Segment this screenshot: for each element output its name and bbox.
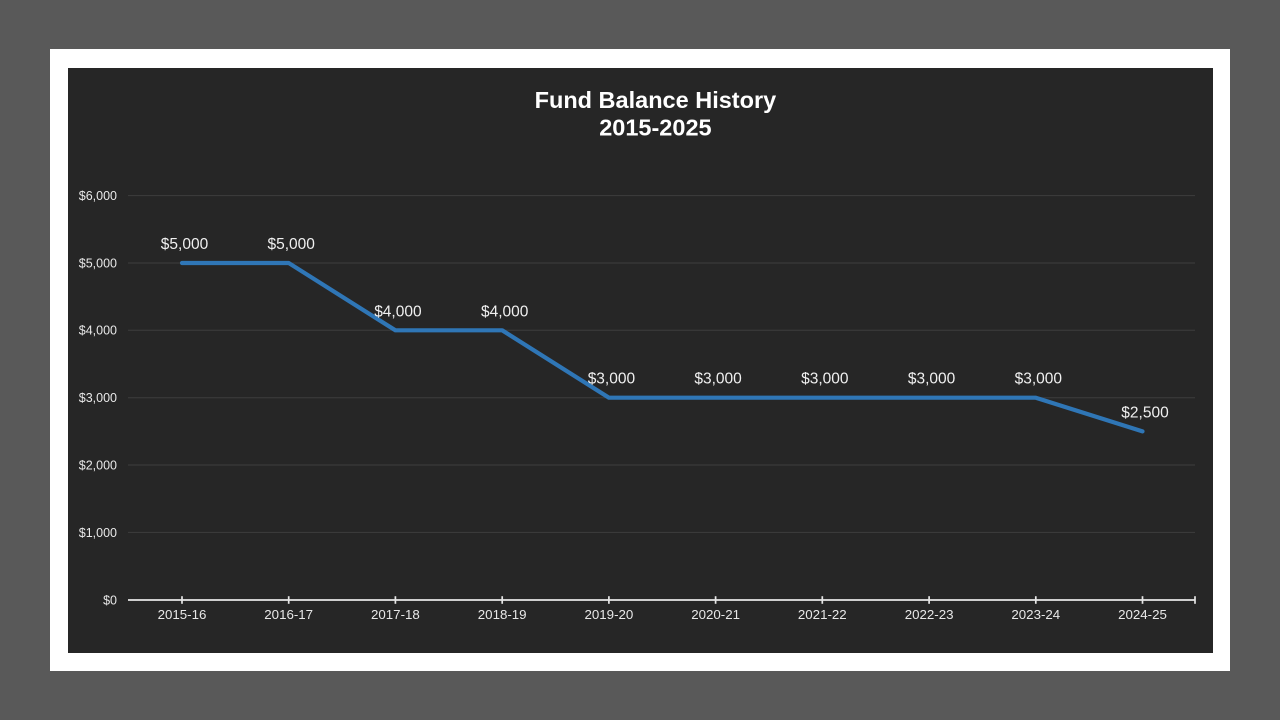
svg-text:$5,000: $5,000: [161, 236, 209, 253]
svg-text:$3,000: $3,000: [801, 371, 849, 388]
svg-text:2017-18: 2017-18: [371, 607, 420, 622]
svg-text:2016-17: 2016-17: [264, 607, 313, 622]
svg-text:2024-25: 2024-25: [1118, 607, 1167, 622]
svg-text:$3,000: $3,000: [588, 371, 636, 388]
svg-text:$3,000: $3,000: [908, 371, 956, 388]
svg-text:$2,000: $2,000: [79, 458, 117, 472]
svg-text:Fund Balance History: Fund Balance History: [535, 87, 777, 113]
svg-text:$2,500: $2,500: [1121, 404, 1169, 421]
svg-text:$1,000: $1,000: [79, 526, 117, 540]
svg-text:2022-23: 2022-23: [905, 607, 954, 622]
svg-text:$4,000: $4,000: [481, 303, 529, 320]
svg-text:$3,000: $3,000: [1015, 371, 1063, 388]
svg-text:2021-22: 2021-22: [798, 607, 847, 622]
svg-text:2018-19: 2018-19: [478, 607, 527, 622]
svg-text:$3,000: $3,000: [694, 371, 742, 388]
svg-text:$4,000: $4,000: [374, 303, 422, 320]
svg-text:2015-2025: 2015-2025: [599, 114, 711, 140]
svg-text:$5,000: $5,000: [79, 256, 117, 270]
svg-text:$6,000: $6,000: [79, 189, 117, 203]
svg-text:2019-20: 2019-20: [584, 607, 633, 622]
svg-text:$0: $0: [103, 593, 117, 607]
svg-text:$5,000: $5,000: [267, 236, 315, 253]
svg-text:$4,000: $4,000: [79, 324, 117, 338]
svg-text:$3,000: $3,000: [79, 391, 117, 405]
svg-text:2020-21: 2020-21: [691, 607, 740, 622]
svg-text:2015-16: 2015-16: [158, 607, 207, 622]
svg-text:2023-24: 2023-24: [1011, 607, 1060, 622]
